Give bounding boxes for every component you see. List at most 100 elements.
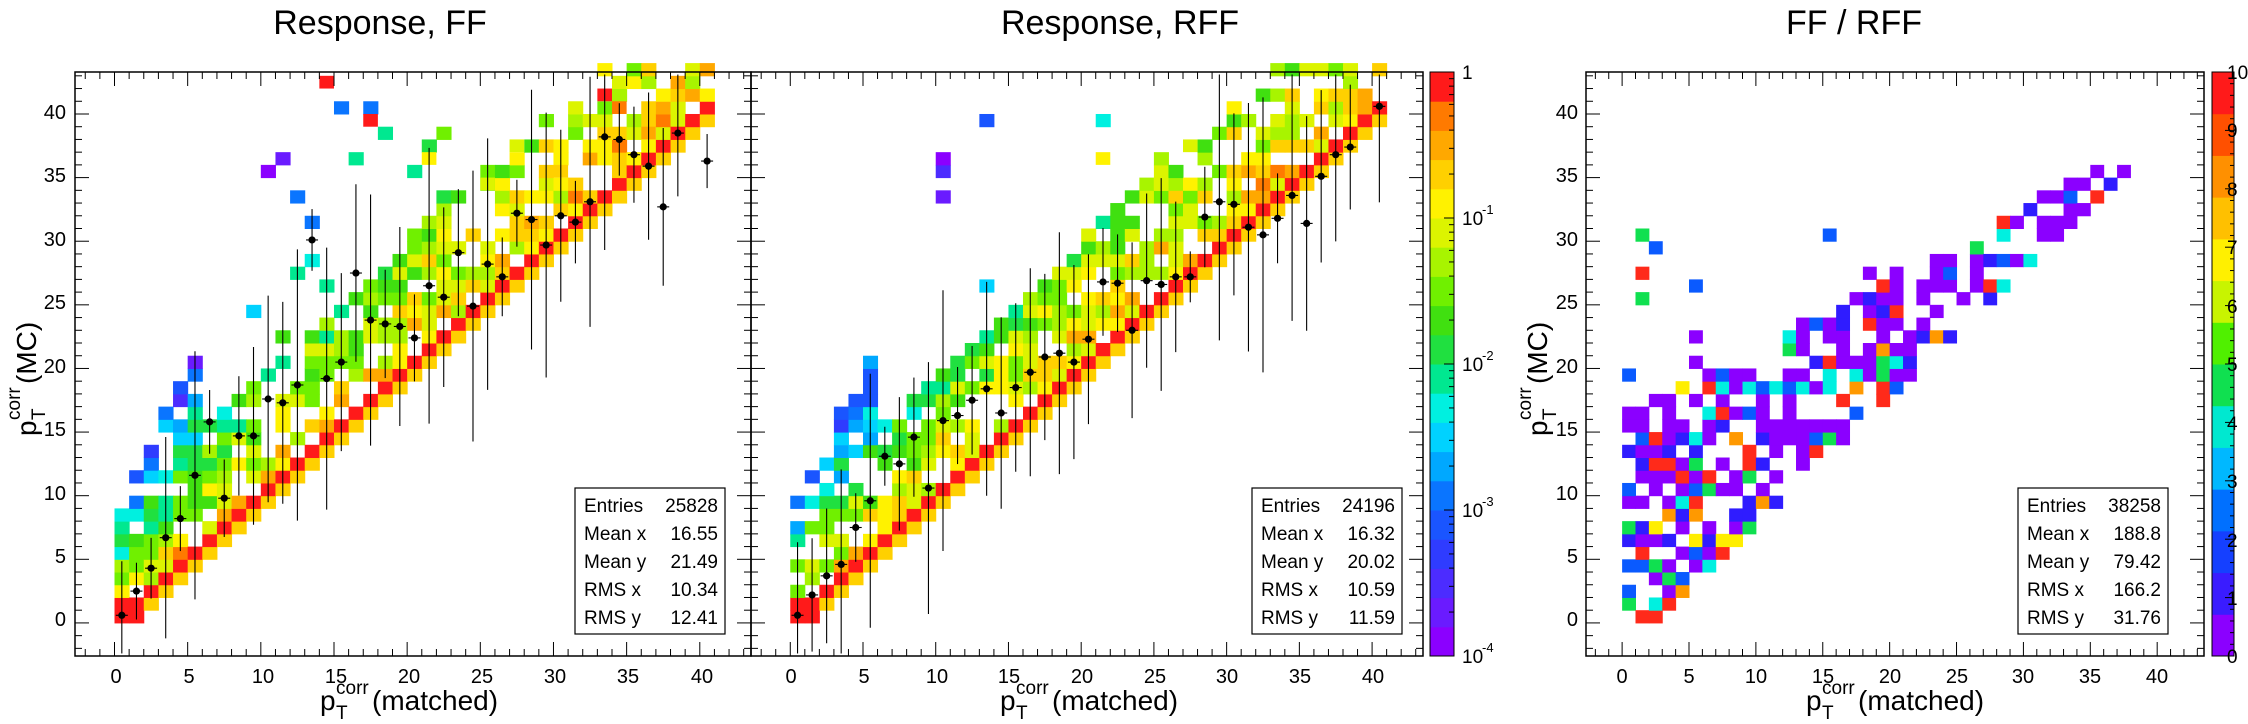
heatmap-cell	[2010, 253, 2024, 268]
heatmap-cell	[494, 164, 511, 179]
profile-point	[793, 611, 802, 619]
heatmap-cell	[1849, 292, 1864, 306]
stats-box-frame	[1251, 487, 1403, 635]
profile-point	[352, 269, 360, 277]
heatmap-cell	[1622, 419, 1636, 433]
profile-point	[410, 334, 419, 342]
colorbar-log: 1 10 -1 10 -2 10 -3 10 -4	[1429, 63, 1494, 668]
colorbar-linear-bins	[2212, 72, 2234, 657]
panel-title-ff: Response, FF	[273, 4, 487, 42]
heatmap-cell	[407, 253, 423, 268]
heatmap-cell	[790, 495, 806, 509]
heatmap-cell	[231, 521, 247, 535]
heatmap-cell	[804, 470, 820, 484]
colorbar-linear: 0 1 2 3 4 5 6 7 8 9 10	[2211, 63, 2248, 668]
heatmap-cell	[494, 190, 511, 204]
heatmap-cell	[1689, 559, 1703, 573]
x-axis-label-base: p	[320, 685, 336, 716]
stats-label: Mean x	[2027, 524, 2090, 545]
heatmap-cell	[611, 75, 628, 90]
profile-point	[235, 432, 243, 440]
x-tick-label: 5	[1683, 666, 1694, 688]
y-tick-label: 35	[1556, 165, 1578, 187]
stats-value: 10.59	[1347, 580, 1395, 601]
heatmap-cell	[1689, 444, 1703, 459]
profile-point	[396, 322, 404, 331]
colorbar-bin	[2212, 280, 2234, 323]
profile-point	[866, 497, 874, 505]
heatmap-cell	[1822, 419, 1837, 433]
heatmap-cell	[1622, 533, 1636, 548]
heatmap-cell	[1729, 406, 1744, 420]
colorbar-bin	[1430, 188, 1454, 219]
y-tick-label: 5	[55, 546, 66, 568]
heatmap-cell	[1183, 215, 1199, 229]
heatmap-cell	[1702, 559, 1717, 573]
heatmap-cell	[1635, 432, 1650, 446]
stats-value: 16.55	[670, 524, 718, 545]
profile-point	[1012, 383, 1020, 392]
x-tick-labels-ff: 0 5 10 15 20 25 30 35 40	[110, 666, 713, 688]
heatmap-cell	[348, 355, 364, 369]
heatmap-cell	[216, 406, 233, 420]
x-tick-labels-rff: 0 5 10 15 20 25 30 35 40	[785, 666, 1384, 688]
profile-point	[147, 564, 155, 572]
heatmap-cell	[216, 432, 233, 446]
heatmap-cell	[1313, 63, 1329, 77]
heatmap-cell	[790, 521, 806, 535]
heatmap-cell	[1635, 228, 1650, 242]
heatmap-cell	[1635, 559, 1650, 573]
heatmap-cell	[2036, 228, 2051, 242]
stats-label: Mean x	[1261, 524, 1324, 545]
heatmap-cell	[348, 152, 364, 166]
heatmap-panel-ratio: 0 5 10 15 20 25 30 35 40 0 5 10 15 20 25…	[1515, 71, 2205, 724]
profile-point	[939, 417, 947, 425]
heatmap-cell	[216, 533, 233, 548]
y-tick-label: 20	[44, 356, 66, 378]
profile-point	[249, 432, 258, 440]
x-tick-label: 30	[2012, 666, 2034, 688]
heatmap-cell	[2050, 190, 2065, 204]
heatmap-cell	[1742, 508, 1757, 522]
heatmap-cell	[1862, 368, 1877, 382]
heatmap-cell	[1983, 292, 1998, 306]
heatmap-cell	[833, 457, 849, 471]
heatmap-cell	[1876, 279, 1891, 293]
heatmap-cell	[1715, 546, 1730, 560]
heatmap-cell	[685, 88, 701, 102]
heatmap-cell	[1729, 381, 1744, 395]
x-axis-label-sub: T	[1822, 703, 1834, 724]
heatmap-cell	[1769, 419, 1784, 433]
heatmap-cell	[2063, 177, 2078, 191]
heatmap-cell	[2103, 177, 2118, 191]
profile-point	[644, 162, 653, 170]
heatmap-cell	[1862, 304, 1877, 319]
heatmap-cell	[1969, 279, 1984, 293]
heatmap-cell	[950, 470, 966, 484]
heatmap-cell	[1662, 444, 1677, 459]
heatmap-cell	[1782, 343, 1797, 357]
stats-value: 12.41	[670, 608, 718, 629]
heatmap-cell	[906, 508, 922, 522]
heatmap-cell	[1168, 190, 1184, 204]
profile-point	[1143, 277, 1151, 285]
axis-ticks-ratio	[1586, 72, 2204, 656]
heatmap-cell	[1903, 355, 1917, 369]
colorbar-tick-label-1e-1: 10 -1	[1462, 202, 1494, 230]
heatmap-cell	[641, 63, 657, 77]
profile-point	[1346, 143, 1354, 151]
y-tick-label: 35	[44, 165, 66, 187]
heatmap-cell	[1066, 253, 1082, 268]
y-axis-label-tail: (MC)	[11, 322, 42, 384]
colorbar-bin	[2212, 197, 2234, 240]
heatmap-cell	[1836, 393, 1851, 408]
heatmap-cell	[377, 393, 394, 408]
colorbar-tick-label: 8	[2227, 180, 2238, 201]
heatmap-cell	[833, 432, 849, 446]
stats-label: Mean y	[2027, 552, 2090, 573]
heatmap-cell	[407, 266, 423, 280]
heatmap-cell	[158, 406, 174, 420]
colorbar-bin	[2212, 530, 2234, 574]
heatmap-cell	[1822, 381, 1837, 395]
x-axis-label-base: p	[1806, 685, 1822, 716]
